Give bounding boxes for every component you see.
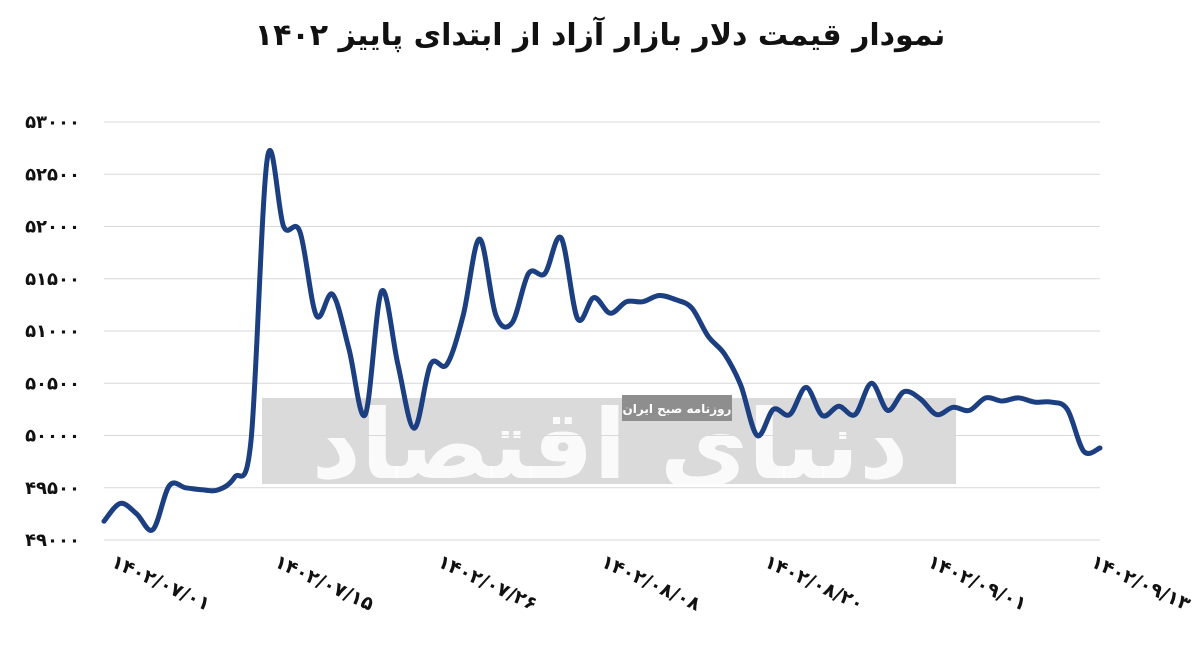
- x-axis-ticks: ۱۴۰۲/۰۷/۰۱ ۱۴۰۲/۰۷/۱۵ ۱۴۰۲/۰۷/۲۶ ۱۴۰۲/۰۸/۰۸…: [108, 551, 1194, 616]
- watermark-tagline: روزنامه صبح ایران: [623, 402, 732, 417]
- y-tick-label: ۴۹۰۰۰: [25, 530, 80, 551]
- watermark-brand: دنیای اقتصاد: [312, 389, 909, 501]
- y-tick-label: ۵۱۵۰۰: [25, 269, 80, 290]
- y-tick-label: ۴۹۵۰۰: [25, 478, 80, 499]
- y-axis-ticks: ۴۹۰۰۰ ۴۹۵۰۰ ۵۰۰۰۰ ۵۰۵۰۰ ۵۱۰۰۰ ۵۱۵۰۰ ۵۲۰۰۰ ۵۲۵۰۰…: [25, 112, 80, 551]
- x-tick-label: ۱۴۰۲/۰۷/۱۵: [271, 551, 377, 616]
- y-tick-label: ۵۳۰۰۰: [25, 112, 80, 133]
- series-line: [101, 147, 1103, 533]
- y-tick-label: ۵۱۰۰۰: [25, 321, 80, 342]
- x-tick-label: ۱۴۰۲/۰۸/۲۰: [761, 551, 867, 616]
- watermark-band: [262, 398, 956, 484]
- chart-title: نمودار قیمت دلار بازار آزاد از ابتدای پا…: [254, 18, 946, 53]
- y-tick-label: ۵۲۰۰۰: [25, 217, 80, 238]
- y-tick-label: ۵۰۵۰۰: [25, 373, 80, 394]
- x-tick-label: ۱۴۰۲/۰۹/۱۳: [1088, 551, 1194, 616]
- x-tick-label: ۱۴۰۲/۰۷/۰۱: [108, 551, 214, 616]
- y-tick-label: ۵۰۰۰۰: [25, 426, 80, 447]
- y-tick-label: ۵۲۵۰۰: [25, 164, 80, 185]
- x-tick-label: ۱۴۰۲/۰۷/۲۶: [434, 551, 540, 616]
- x-tick-label: ۱۴۰۲/۰۸/۰۸: [598, 551, 704, 616]
- x-tick-label: ۱۴۰۲/۰۹/۰۱: [924, 551, 1030, 616]
- watermark-tagline-box: [622, 395, 732, 421]
- watermark: دنیای اقتصاد روزنامه صبح ایران: [262, 389, 956, 501]
- gridlines: [104, 121, 1100, 541]
